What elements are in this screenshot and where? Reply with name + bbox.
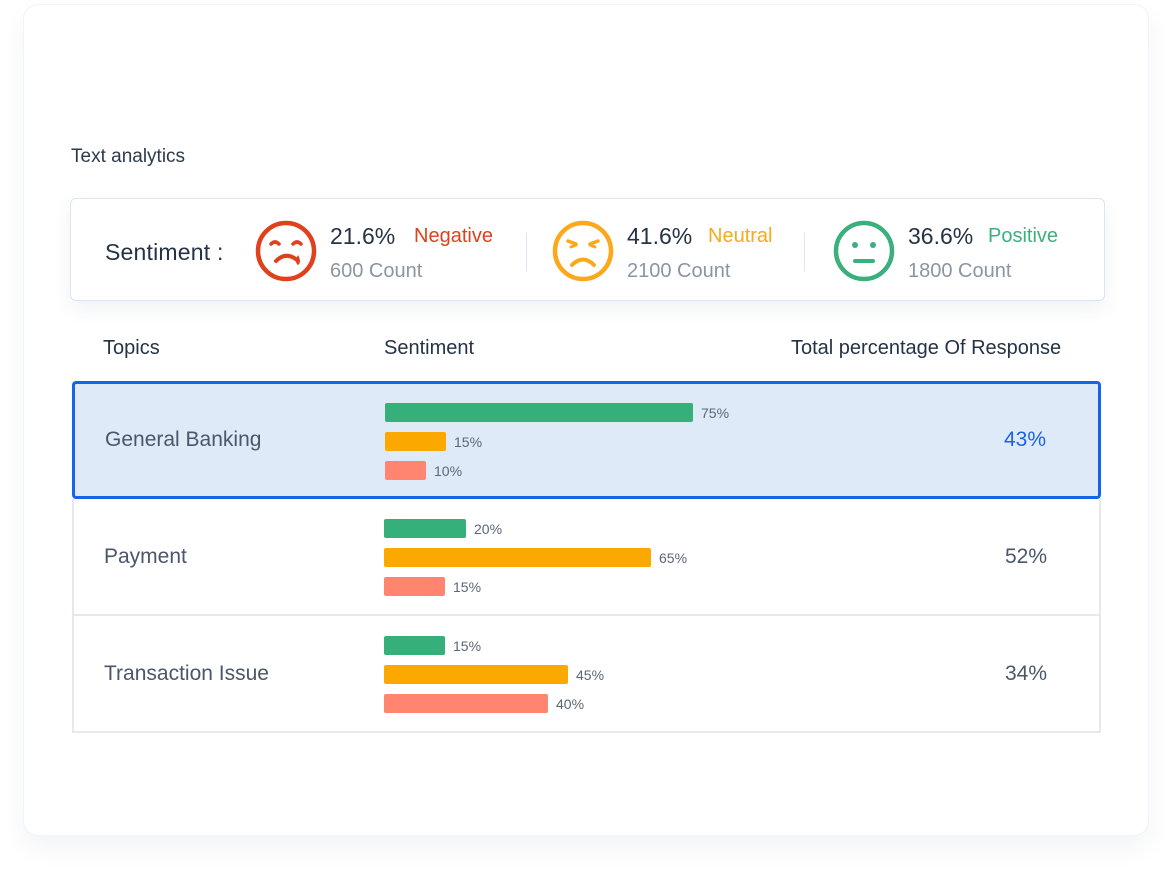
topic-name: General Banking (105, 428, 262, 451)
negative-count: 600 Count (330, 260, 423, 282)
divider (526, 233, 527, 271)
bar-negative (384, 694, 548, 713)
section-title: Text analytics (71, 146, 186, 167)
sentiment-label: Sentiment : (105, 239, 224, 265)
topic-name: Transaction Issue (104, 661, 269, 685)
bar-line-positive: 75% (385, 403, 885, 422)
bar-value-label: 75% (701, 405, 730, 421)
crying-face-icon (255, 220, 317, 282)
bar-positive (384, 636, 445, 655)
positive-label: Positive (988, 225, 1059, 247)
divider (804, 233, 805, 271)
column-header-sentiment: Sentiment (384, 337, 475, 359)
bar-value-label: 10% (434, 463, 463, 479)
bar-line-negative: 10% (385, 461, 885, 480)
neutral-face-icon (833, 220, 895, 282)
negative-label: Negative (414, 225, 493, 247)
bar-value-label: 20% (474, 521, 503, 537)
angry-face-icon (552, 220, 614, 282)
sentiment-bars: 75% 15% 10% (385, 403, 885, 490)
negative-percent: 21.6% (330, 223, 396, 249)
bar-line-positive: 20% (384, 519, 884, 538)
table-row[interactable]: General Banking 75% 15% 10% 43% (72, 381, 1101, 499)
bar-neutral (385, 432, 446, 451)
bar-line-neutral: 45% (384, 665, 884, 684)
sentiment-summary: Sentiment : 21.6% Negative 600 Count 41.… (70, 198, 1105, 301)
positive-percent: 36.6% (908, 223, 974, 249)
column-header-total: Total percentage Of Response (791, 337, 1062, 359)
column-header-topics: Topics (103, 337, 160, 359)
bar-line-negative: 40% (384, 694, 884, 713)
bar-value-label: 65% (659, 550, 688, 566)
topic-name: Payment (104, 544, 187, 568)
table-row[interactable]: Transaction Issue 15% 45% 40% 34% (72, 616, 1101, 733)
bar-neutral (384, 665, 568, 684)
sentiment-bars: 15% 45% 40% (384, 636, 884, 723)
positive-count: 1800 Count (908, 260, 1012, 282)
bar-neutral (384, 548, 651, 567)
sentiment-bars: 20% 65% 15% (384, 519, 884, 606)
bar-negative (384, 577, 445, 596)
total-percentage: 52% (1004, 544, 1047, 568)
bar-value-label: 45% (576, 667, 605, 683)
bar-positive (385, 403, 693, 422)
bar-value-label: 15% (454, 434, 483, 450)
neutral-count: 2100 Count (627, 260, 731, 282)
topics-table: General Banking 75% 15% 10% 43% Payment 20% 65%… (72, 381, 1101, 733)
bar-value-label: 40% (556, 696, 585, 712)
bar-line-neutral: 15% (385, 432, 885, 451)
bar-negative (385, 461, 426, 480)
bar-line-positive: 15% (384, 636, 884, 655)
bar-line-negative: 15% (384, 577, 884, 596)
bar-value-label: 15% (453, 579, 482, 595)
neutral-percent: 41.6% (627, 223, 693, 249)
neutral-label: Neutral (708, 225, 773, 247)
table-row[interactable]: Payment 20% 65% 15% 52% (72, 499, 1101, 616)
bar-value-label: 15% (453, 638, 482, 654)
bar-positive (384, 519, 466, 538)
bar-line-neutral: 65% (384, 548, 884, 567)
total-percentage: 34% (1004, 661, 1047, 685)
total-percentage: 43% (1003, 428, 1046, 451)
